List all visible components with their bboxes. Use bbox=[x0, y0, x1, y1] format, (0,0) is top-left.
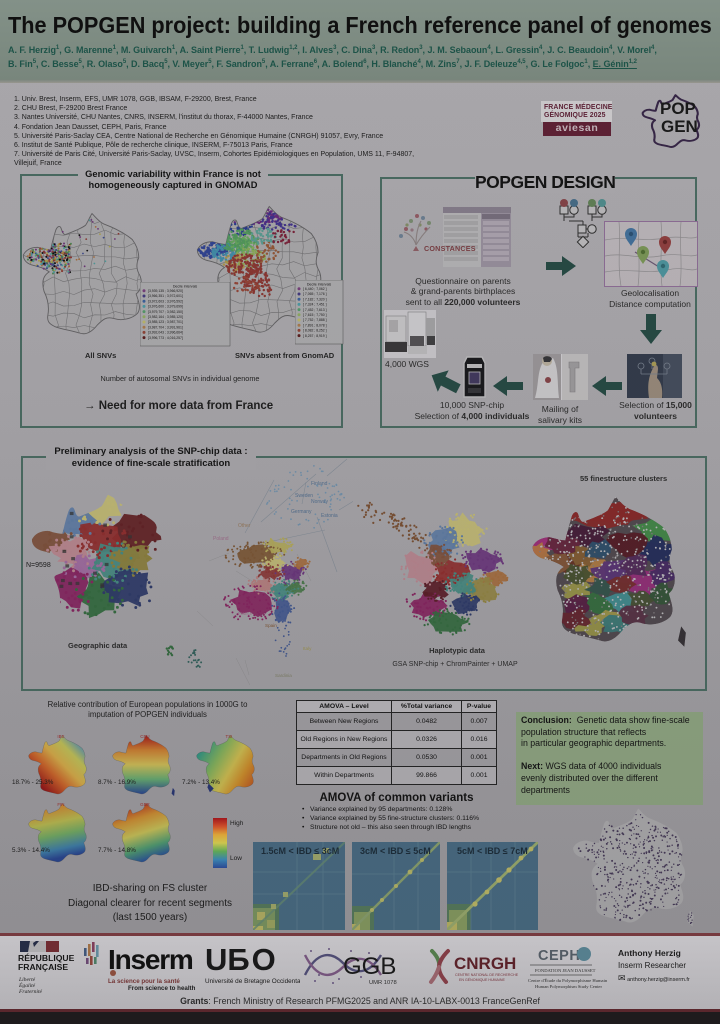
svg-text:[ 7,065 ; 7,176 ]: [ 7,065 ; 7,176 ] bbox=[303, 292, 327, 296]
svg-text:[ 7,615 ; 7,750 ]: [ 7,615 ; 7,750 ] bbox=[303, 313, 327, 317]
svg-text:IBS: IBS bbox=[57, 734, 64, 739]
svg-text:Decile intervals: Decile intervals bbox=[173, 285, 198, 289]
svg-text:UMR 1078: UMR 1078 bbox=[369, 980, 397, 986]
svg-text:Decile intervals: Decile intervals bbox=[307, 283, 332, 287]
svg-text:Norway: Norway bbox=[311, 499, 328, 505]
svg-text:TSI: TSI bbox=[226, 734, 233, 739]
svg-text:3cM < IBD ≤ 5cM: 3cM < IBD ≤ 5cM bbox=[360, 846, 431, 856]
svg-text:Sweden: Sweden bbox=[295, 493, 313, 499]
svg-text:FRANÇAISE: FRANÇAISE bbox=[18, 962, 68, 972]
svg-text:[ 7,891 ; 8,078 ]: [ 7,891 ; 8,078 ] bbox=[303, 323, 327, 327]
svg-text:[3,987,704 ; 3,991,961]: [3,987,704 ; 3,991,961] bbox=[148, 325, 183, 329]
svg-text:FIN: FIN bbox=[57, 802, 64, 807]
svg-text:[ 7,452 ; 7,613 ]: [ 7,452 ; 7,613 ] bbox=[303, 308, 327, 312]
svg-text:Centre d'Étude du Polymorphism: Centre d'Étude du Polymorphisme Humain bbox=[528, 978, 608, 983]
svg-text:Human Polymorphism Study Cente: Human Polymorphism Study Center bbox=[535, 984, 602, 989]
svg-text:Other: Other bbox=[238, 523, 251, 529]
svg-text:FONDATION JEAN DAUSSET: FONDATION JEAN DAUSSET bbox=[535, 968, 596, 973]
svg-text:[3,982,164 ; 3,985,120]: [3,982,164 ; 3,985,120] bbox=[148, 315, 183, 319]
svg-text:UБO: UБO bbox=[205, 944, 278, 977]
svg-text:[3,966,351 ; 3,972,601]: [3,966,351 ; 3,972,601] bbox=[148, 294, 183, 298]
svg-text:Liberté: Liberté bbox=[18, 977, 36, 983]
svg-text:Université de Bretagne Occiden: Université de Bretagne Occidentale bbox=[205, 978, 300, 985]
svg-text:[3,992,043 ; 3,996,664]: [3,992,043 ; 3,996,664] bbox=[148, 331, 183, 335]
svg-text:[3,996,773 ; 4,016,257]: [3,996,773 ; 4,016,257] bbox=[148, 336, 183, 340]
svg-text:[3,985,123 ; 3,987,701]: [3,985,123 ; 3,987,701] bbox=[148, 320, 183, 324]
svg-text:Estonia: Estonia bbox=[321, 513, 338, 519]
svg-text:[ 7,324 ; 7,451 ]: [ 7,324 ; 7,451 ] bbox=[303, 303, 327, 307]
svg-text:[3,972,603 ; 3,976,592]: [3,972,603 ; 3,976,592] bbox=[148, 299, 183, 303]
svg-text:France: France bbox=[238, 611, 253, 616]
svg-text:La science pour la santé: La science pour la santé bbox=[108, 978, 180, 985]
svg-text:Fraternité: Fraternité bbox=[18, 989, 43, 993]
svg-text:[ 8,257 ; 8,919 ]: [ 8,257 ; 8,919 ] bbox=[303, 334, 327, 338]
svg-text:Spain: Spain bbox=[265, 623, 277, 628]
svg-text:[3,939,135 ; 3,966,920]: [3,939,135 ; 3,966,920] bbox=[148, 289, 183, 293]
svg-text:Italy: Italy bbox=[303, 646, 312, 651]
svg-text:Égalité: Égalité bbox=[18, 981, 36, 989]
svg-text:[ 7,752 ; 7,888 ]: [ 7,752 ; 7,888 ] bbox=[303, 318, 327, 322]
svg-text:CONSTANCES: CONSTANCES bbox=[424, 244, 476, 253]
svg-text:GBR: GBR bbox=[140, 802, 150, 807]
svg-text:CEU: CEU bbox=[140, 734, 149, 739]
svg-text:GGB: GGB bbox=[343, 953, 396, 980]
svg-text:5cM < IBD ≤ 7cM: 5cM < IBD ≤ 7cM bbox=[457, 846, 528, 856]
svg-text:RÉPUBLIQUE: RÉPUBLIQUE bbox=[18, 953, 75, 963]
svg-text:GEN: GEN bbox=[661, 117, 698, 136]
svg-text:[3,976,600 ; 3,979,699]: [3,976,600 ; 3,979,699] bbox=[148, 305, 183, 309]
svg-text:CNRGH: CNRGH bbox=[454, 954, 516, 973]
svg-text:Germany: Germany bbox=[291, 509, 312, 515]
svg-text:From science to health: From science to health bbox=[128, 985, 196, 992]
svg-text:POP: POP bbox=[660, 99, 696, 118]
svg-text:1.5cM < IBD ≤ 3cM: 1.5cM < IBD ≤ 3cM bbox=[261, 846, 339, 856]
svg-text:Sardinia: Sardinia bbox=[275, 673, 292, 678]
svg-text:Inserm: Inserm bbox=[108, 944, 193, 975]
svg-text:CEPH: CEPH bbox=[538, 948, 580, 964]
svg-text:[3,979,707 ; 3,982,150]: [3,979,707 ; 3,982,150] bbox=[148, 310, 183, 314]
svg-text:EN GÉNOMIQUE HUMAINE: EN GÉNOMIQUE HUMAINE bbox=[459, 977, 506, 982]
svg-text:Poland: Poland bbox=[213, 536, 229, 542]
svg-text:[ 7,182 ; 7,320 ]: [ 7,182 ; 7,320 ] bbox=[303, 297, 327, 301]
svg-text:[ 8,082 ; 8,252 ]: [ 8,082 ; 8,252 ] bbox=[303, 329, 327, 333]
svg-text:CENTRE NATIONAL DE RECHERCHE: CENTRE NATIONAL DE RECHERCHE bbox=[455, 973, 519, 977]
svg-text:Finland: Finland bbox=[311, 481, 328, 487]
svg-text:[ 6,440 ; 7,062 ]: [ 6,440 ; 7,062 ] bbox=[303, 287, 327, 291]
